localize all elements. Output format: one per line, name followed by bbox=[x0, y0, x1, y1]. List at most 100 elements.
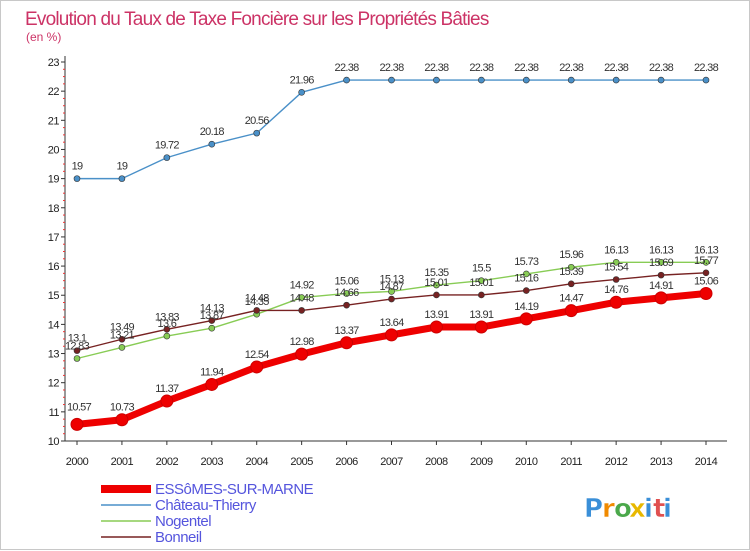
data-label: 22.38 bbox=[649, 62, 674, 74]
data-label: 22.38 bbox=[469, 62, 494, 74]
data-label: 15.01 bbox=[469, 277, 494, 289]
data-point bbox=[343, 301, 350, 309]
legend: ESSôMES-SUR-MARNEChâteau-ThierryNogentel… bbox=[101, 481, 314, 546]
x-tick-label: 2000 bbox=[66, 456, 89, 468]
data-label: 14.76 bbox=[604, 284, 629, 296]
data-label: 14.87 bbox=[379, 281, 404, 293]
data-point bbox=[478, 76, 485, 84]
data-label: 15.69 bbox=[649, 257, 674, 269]
data-point bbox=[208, 324, 216, 332]
logo-letter: P bbox=[584, 494, 603, 524]
y-tick-label: 21 bbox=[48, 115, 60, 127]
x-tick-label: 2008 bbox=[425, 456, 448, 468]
data-point bbox=[433, 76, 440, 84]
data-label: 22.38 bbox=[694, 62, 719, 74]
x-tick-label: 2014 bbox=[695, 456, 718, 468]
data-point bbox=[657, 271, 665, 279]
logo-letter: t bbox=[653, 494, 665, 524]
x-tick-label: 2006 bbox=[335, 456, 358, 468]
data-label: 15.73 bbox=[514, 256, 539, 268]
y-tick-label: 13 bbox=[48, 349, 60, 361]
data-point bbox=[250, 360, 264, 374]
data-label: 13.91 bbox=[469, 309, 494, 321]
y-tick-label: 11 bbox=[49, 407, 60, 419]
data-label: 10.73 bbox=[110, 402, 135, 414]
data-point bbox=[163, 326, 171, 333]
data-point bbox=[567, 76, 575, 84]
data-point bbox=[657, 258, 665, 266]
data-point bbox=[388, 295, 395, 303]
data-label: 15.77 bbox=[694, 255, 719, 267]
data-label: 22.38 bbox=[559, 62, 584, 74]
data-label: 14.35 bbox=[245, 296, 270, 308]
data-label: 12.98 bbox=[290, 336, 315, 348]
data-point bbox=[612, 76, 620, 84]
data-label: 15.5 bbox=[472, 263, 491, 275]
data-point bbox=[295, 347, 309, 361]
series-layer bbox=[70, 76, 713, 431]
data-point bbox=[433, 291, 440, 299]
data-label: 14.13 bbox=[200, 303, 225, 315]
x-tick-label: 2002 bbox=[156, 456, 179, 468]
data-point bbox=[298, 307, 305, 314]
data-point bbox=[702, 258, 710, 266]
data-label: 15.39 bbox=[559, 266, 584, 278]
data-label: 21.96 bbox=[290, 74, 315, 86]
y-tick-label: 23 bbox=[48, 57, 60, 69]
data-point bbox=[612, 258, 620, 266]
series-line-1 bbox=[76, 79, 707, 180]
data-point bbox=[343, 76, 350, 84]
data-point bbox=[115, 413, 129, 427]
y-tick-label: 17 bbox=[48, 232, 60, 244]
data-point bbox=[702, 76, 710, 84]
data-point bbox=[564, 304, 578, 318]
data-label: 12.83 bbox=[65, 340, 90, 352]
proxiti-logo: Pr oxi ti bbox=[584, 494, 672, 525]
x-tick-label: 2005 bbox=[290, 456, 313, 468]
logo-letter: o bbox=[614, 494, 632, 524]
data-label: 19 bbox=[117, 161, 128, 173]
y-tick-label: 16 bbox=[48, 261, 60, 273]
data-label: 13.21 bbox=[110, 329, 135, 341]
data-point bbox=[118, 344, 126, 351]
data-label: 13.83 bbox=[155, 311, 180, 323]
data-label: 15.54 bbox=[604, 261, 629, 273]
data-label: 22.38 bbox=[379, 62, 404, 74]
data-point bbox=[567, 280, 575, 288]
data-point bbox=[343, 290, 350, 297]
data-point bbox=[163, 332, 171, 340]
y-tick-label: 19 bbox=[48, 174, 60, 186]
data-point bbox=[388, 288, 395, 295]
data-point bbox=[73, 175, 81, 182]
data-label: 22.38 bbox=[335, 62, 360, 74]
axes: 10 11 12 13 14 15 16 17 18 19 20 21 22 23 2000 2001 2002… bbox=[48, 56, 727, 468]
data-point bbox=[478, 277, 485, 284]
y-tick-label: 10 bbox=[48, 436, 60, 448]
y-tick-label: 15 bbox=[48, 290, 60, 302]
data-point bbox=[73, 347, 81, 354]
logo-letter: i bbox=[663, 494, 672, 524]
data-point bbox=[609, 295, 623, 309]
data-label: 20.56 bbox=[245, 115, 270, 127]
data-point bbox=[340, 336, 354, 350]
data-point bbox=[429, 320, 443, 334]
y-tick-label: 14 bbox=[48, 319, 60, 331]
data-label: 16.13 bbox=[649, 244, 674, 256]
data-point bbox=[253, 307, 261, 314]
data-point bbox=[208, 140, 216, 148]
data-point bbox=[699, 286, 713, 300]
x-tick-label: 2009 bbox=[470, 456, 493, 468]
data-point bbox=[163, 154, 171, 161]
data-point bbox=[298, 89, 305, 96]
data-label: 11.94 bbox=[200, 366, 224, 378]
data-label: 11.37 bbox=[155, 383, 179, 395]
data-label: 15.16 bbox=[514, 273, 539, 285]
data-point bbox=[522, 287, 530, 294]
x-tick-label: 2013 bbox=[650, 456, 673, 468]
data-label: 13.6 bbox=[158, 318, 177, 330]
data-label: 14.66 bbox=[335, 287, 360, 299]
y-tick-label: 22 bbox=[48, 86, 60, 98]
data-point bbox=[657, 76, 665, 84]
x-tick-label: 2004 bbox=[245, 456, 268, 468]
data-label: 13.1 bbox=[68, 333, 87, 345]
